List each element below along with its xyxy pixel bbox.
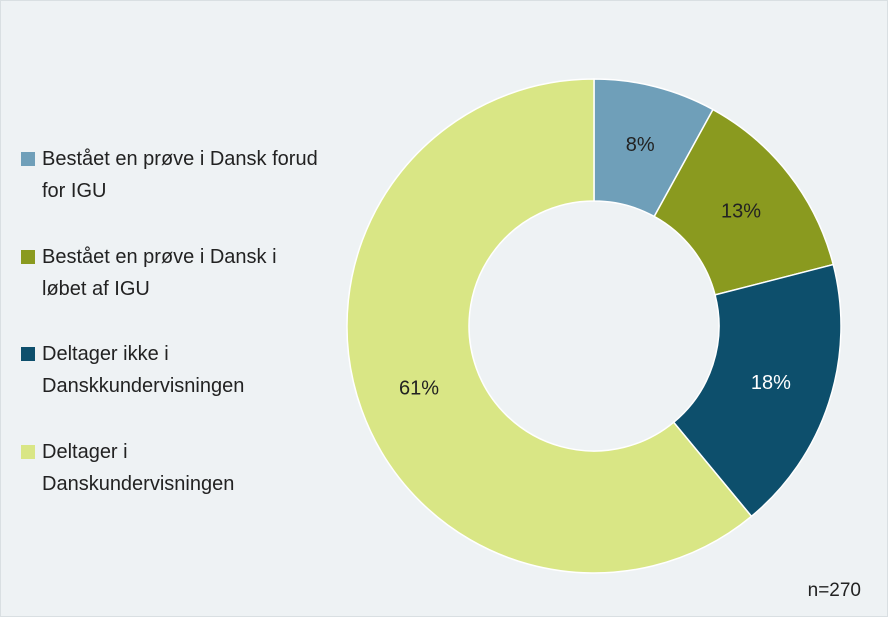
legend-item: Deltager ikke i Danskkundervisningen: [21, 338, 321, 402]
legend-swatch: [21, 249, 35, 264]
legend-label: Deltager i Danskundervisningen: [42, 440, 235, 495]
slice: [346, 78, 753, 574]
legend-label: Bestået en prøve i Dansk i løbet af IGU: [42, 245, 277, 300]
legend-label: Deltager ikke i Danskkundervisningen: [42, 343, 245, 397]
legend-swatch: [21, 347, 35, 361]
slice: [653, 108, 835, 296]
data-label: 18%: [751, 372, 791, 394]
data-label: 13%: [721, 200, 761, 222]
legend-item: Bestået en prøve i Dansk i løbet af IGU: [21, 241, 321, 305]
legend-item: Deltager i Danskundervisningen: [21, 436, 321, 500]
legend-label: Bestået en prøve i Dansk forud for IGU: [42, 148, 318, 202]
legend-item: Bestået en prøve i Dansk forud for IGU: [21, 143, 321, 207]
annotation: n=270: [807, 580, 861, 601]
legend-swatch: [21, 152, 35, 166]
data-label: 61%: [399, 377, 439, 399]
data-label: 8%: [626, 134, 655, 156]
slice: [672, 263, 842, 518]
legend-swatch: [21, 444, 35, 459]
